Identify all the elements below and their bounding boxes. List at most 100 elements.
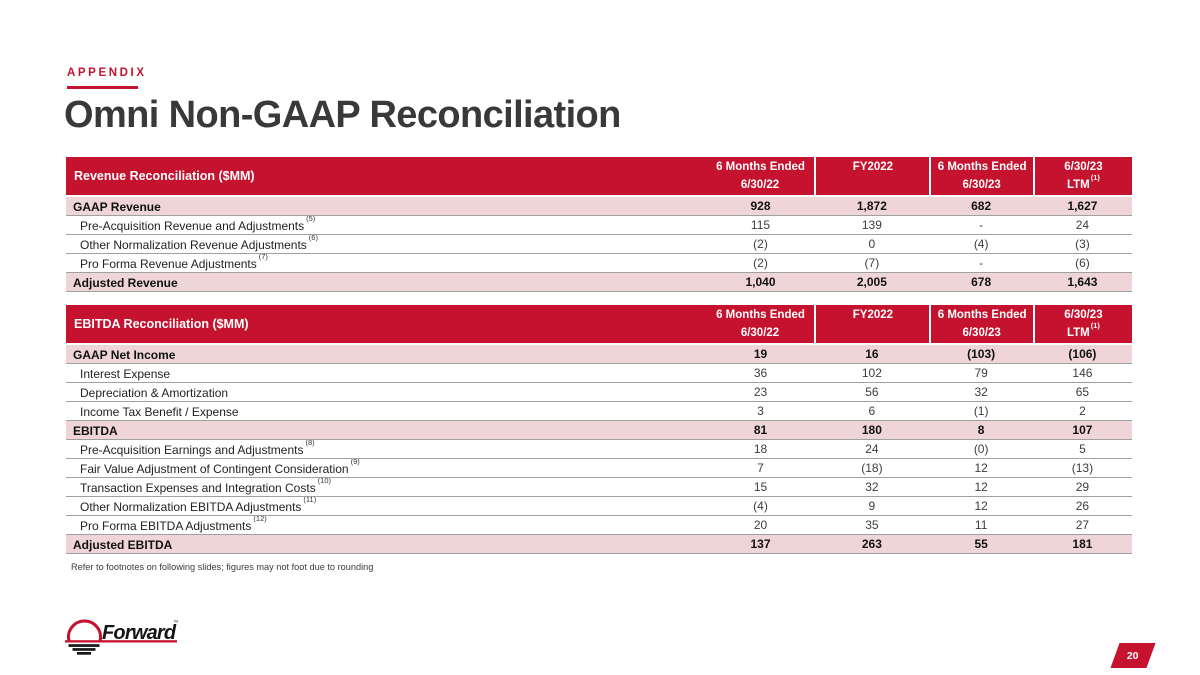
cell-value: 16 [814,345,930,364]
cell-value: (103) [929,345,1033,364]
column-header-line2 [872,174,873,192]
cell-value: (106) [1032,345,1132,364]
cell-value: 26 [1032,497,1132,516]
logo-stripe-1-icon [68,644,100,647]
cell-value: (2) [706,235,815,254]
logo-stripe-2-icon [72,648,96,651]
cell-value: 2,005 [814,273,930,292]
column-header-63023-ltm: 6/30/23 LTM(1) [1032,305,1132,345]
cell-value: 27 [1032,516,1132,535]
cell-value: 29 [1032,478,1132,497]
row-label-cell: Adjusted Revenue [66,273,707,292]
column-footnote-ref: (1) [1090,320,1100,330]
column-header-line2-text: 6/30/22 [740,326,780,339]
row-label-cell: GAAP Net Income [66,345,707,364]
cell-value: 1,627 [1032,197,1132,216]
cell-value: 7 [706,459,815,478]
revenue-table-title: Revenue Reconciliation ($MM) [66,157,707,197]
logo-trademark-symbol: ™ [173,620,179,626]
footnote-ref: (9) [350,459,360,466]
footnote-ref: (8) [305,440,315,447]
row-label-cell: Fair Value Adjustment of Contingent Cons… [66,459,707,478]
logo-wordmark: Forward [102,622,177,644]
cell-value: 81 [706,421,815,440]
column-header-line2-text: LTM [1066,178,1090,191]
row-label: Interest Expense [80,366,171,381]
page-number-badge: 20 [1110,643,1156,668]
cell-value: (2) [706,254,815,273]
cell-value: 678 [929,273,1033,292]
cell-value: 12 [929,497,1033,516]
cell-value: 8 [929,421,1033,440]
ebitda-table-container: EBITDA Reconciliation ($MM) 6 Months End… [66,305,1132,554]
row-depreciation-amortization: Depreciation & Amortization 23 56 32 65 [66,383,1132,402]
cell-value: 32 [929,383,1033,402]
cell-value: (4) [706,497,815,516]
row-label: GAAP Revenue [73,199,161,214]
column-header-fy2022: FY2022 [814,157,930,197]
row-label: EBITDA [73,423,118,438]
cell-value: 6 [814,402,930,421]
column-header-line2-text: 6/30/23 [962,326,1001,339]
row-other-normalization-ebitda: Other Normalization EBITDA Adjustments(1… [66,497,1132,516]
column-header-text: 6 Months Ended 6/30/23 [933,309,1030,340]
cell-value: 1,872 [814,197,930,216]
cell-value: 20 [706,516,815,535]
row-label-cell: Adjusted EBITDA [66,535,707,554]
cell-value: (3) [1032,235,1132,254]
row-label: Pro Forma EBITDA Adjustments [80,518,252,533]
revenue-table-header-row: Revenue Reconciliation ($MM) 6 Months En… [66,157,1132,197]
cell-value: 928 [706,197,815,216]
row-label-cell: Transaction Expenses and Integration Cos… [66,478,707,497]
appendix-label: APPENDIX [67,67,147,79]
row-interest-expense: Interest Expense 36 102 79 146 [66,364,1132,383]
row-label-cell: GAAP Revenue [66,197,707,216]
row-pro-forma-ebitda: Pro Forma EBITDA Adjustments(12) 20 35 1… [66,516,1132,535]
cell-value: 79 [929,364,1033,383]
row-label: Pro Forma Revenue Adjustments [80,256,257,271]
row-transaction-expenses: Transaction Expenses and Integration Cos… [66,478,1132,497]
ebitda-table-header-row: EBITDA Reconciliation ($MM) 6 Months End… [66,305,1132,345]
column-header-6mo-ended-63023: 6 Months Ended 6/30/23 [929,157,1033,197]
column-header-line1: FY2022 [852,308,894,321]
row-label: Other Normalization EBITDA Adjustments [80,499,302,514]
column-header-text: 6/30/23 LTM(1) [1037,309,1130,340]
cell-value: 139 [814,216,930,235]
cell-value: 36 [706,364,815,383]
cell-value: 115 [706,216,815,235]
cell-value: 56 [814,383,930,402]
column-header-text: FY2022 [818,161,927,192]
column-header-line2-text: 6/30/22 [740,178,780,191]
page-number: 20 [1127,649,1139,662]
column-header-line2: 6/30/23 [962,322,1001,340]
row-label-cell: Pre-Acquisition Revenue and Adjustments(… [66,216,707,235]
column-header-line1: 6 Months Ended [937,160,1027,173]
cell-value: 263 [814,535,930,554]
cell-value: (18) [814,459,930,478]
cell-value: 9 [814,497,930,516]
column-header-line2 [872,322,873,340]
cell-value: 1,040 [706,273,815,292]
cell-value: 682 [929,197,1033,216]
page-title: Omni Non-GAAP Reconciliation [64,94,621,136]
column-header-line1: 6/30/23 [1064,308,1103,321]
cell-value: 12 [929,459,1033,478]
cell-value: 137 [706,535,815,554]
cell-value: 32 [814,478,930,497]
column-header-line2: 6/30/22 [741,322,780,340]
ebitda-table: EBITDA Reconciliation ($MM) 6 Months End… [66,305,1132,554]
row-pro-forma-revenue: Pro Forma Revenue Adjustments(7) (2) (7)… [66,254,1132,273]
row-fair-value-adjustment: Fair Value Adjustment of Contingent Cons… [66,459,1132,478]
cell-value: 12 [929,478,1033,497]
cell-value: 23 [706,383,815,402]
column-header-text: 6 Months Ended 6/30/22 [709,309,813,340]
logo-stripe-3-icon [77,652,91,655]
cell-value: 3 [706,402,815,421]
logo-sun-arc-icon [67,619,102,642]
row-adjusted-ebitda: Adjusted EBITDA 137 263 55 181 [66,535,1132,554]
cell-value: 35 [814,516,930,535]
forward-logo-icon: Forward ™ [65,619,179,655]
revenue-table-container: Revenue Reconciliation ($MM) 6 Months En… [66,157,1132,292]
column-header-line1: FY2022 [852,160,894,173]
column-header-6mo-ended-63023: 6 Months Ended 6/30/23 [929,305,1033,345]
